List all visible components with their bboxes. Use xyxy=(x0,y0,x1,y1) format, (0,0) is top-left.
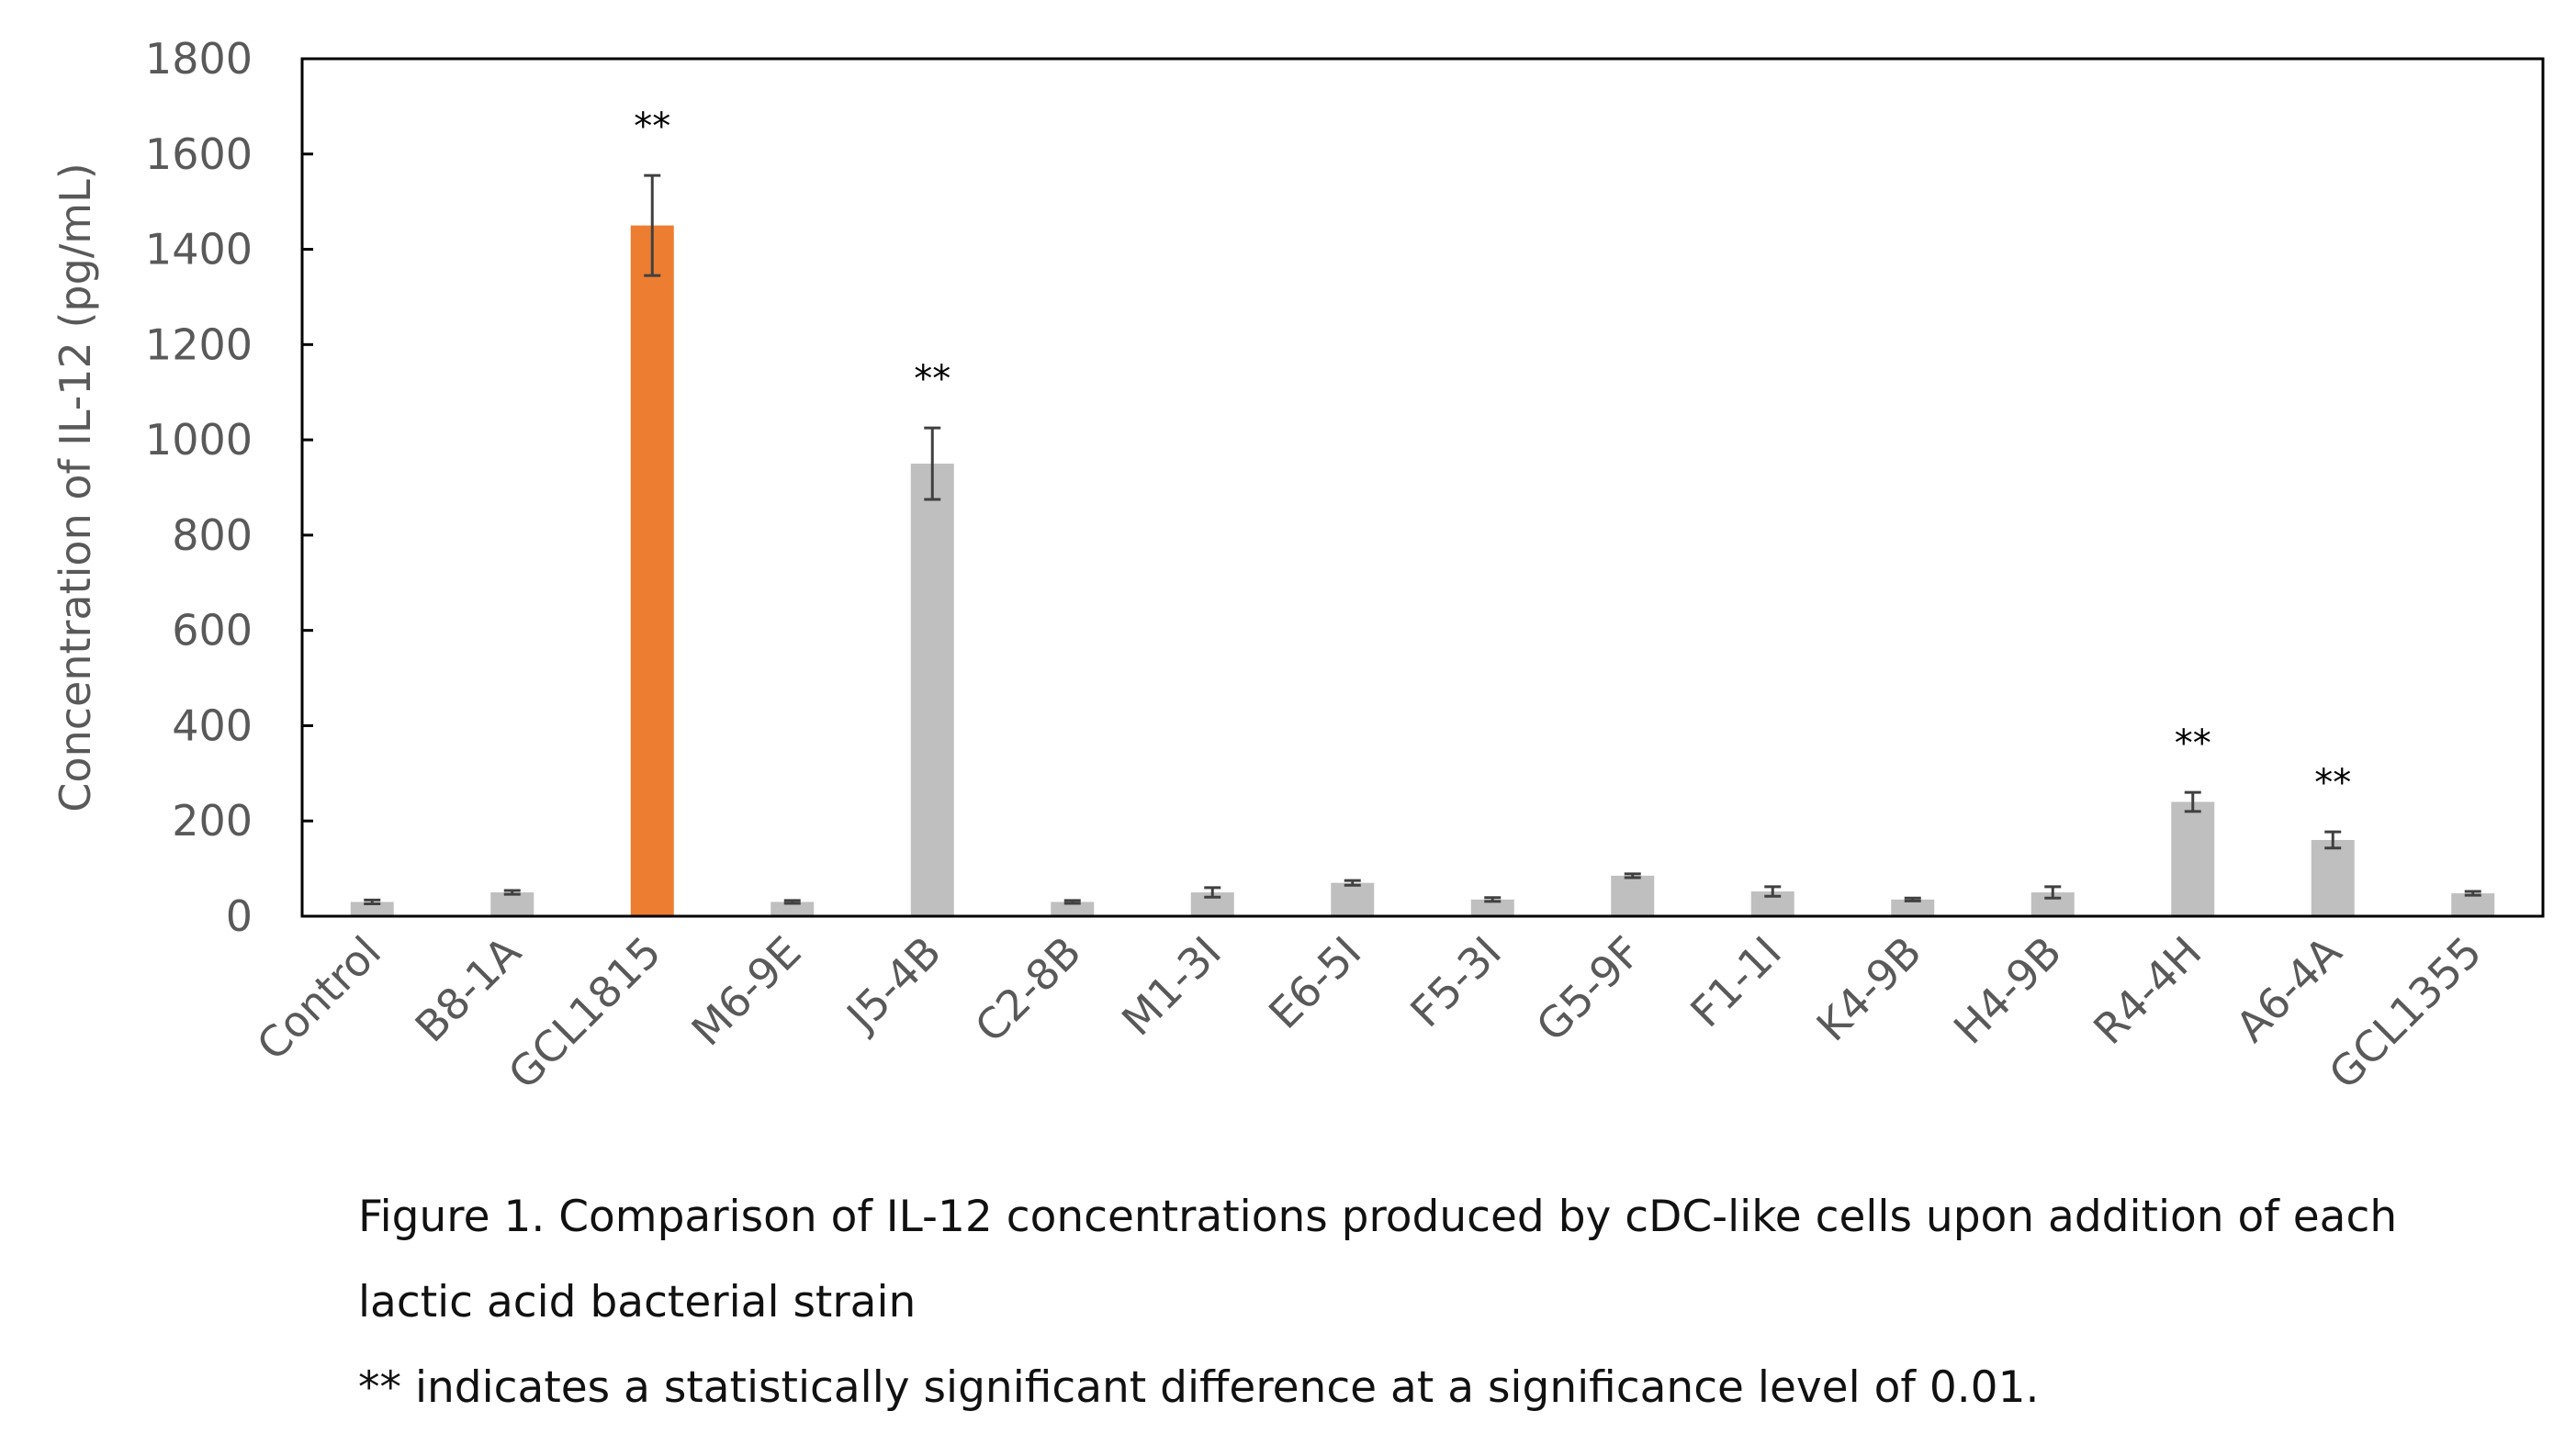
x-tick-label: M1-3I xyxy=(1112,927,1231,1046)
plot-frame xyxy=(300,57,2545,918)
x-tick-label: E6-5I xyxy=(1259,927,1370,1038)
significance-note: ** indicates a statistically significant… xyxy=(358,1362,2040,1413)
figure-caption-line1: Figure 1. Comparison of IL-12 concentrat… xyxy=(358,1192,2398,1242)
x-tick-label: F1-1I xyxy=(1681,927,1791,1037)
significance-marker: ** xyxy=(914,358,951,400)
bar-R4-4H xyxy=(2171,801,2215,916)
x-tick-label: G5-9F xyxy=(1526,927,1650,1051)
y-tick-label: 0 xyxy=(226,891,253,941)
bar-K4-9B xyxy=(1891,899,1935,916)
x-tick-label: M6-9E xyxy=(682,927,811,1056)
x-tick-label: K4-9B xyxy=(1807,927,1931,1051)
y-tick-label: 1000 xyxy=(145,415,253,465)
figure-caption-line2: lactic acid bacterial strain xyxy=(358,1277,917,1327)
bar-B8-1A xyxy=(490,892,534,916)
x-tick-label: Control xyxy=(247,927,390,1070)
y-tick-label: 1400 xyxy=(145,225,253,274)
y-tick-label: 200 xyxy=(172,796,253,846)
bar-E6-5I xyxy=(1331,882,1375,916)
bar-F5-3I xyxy=(1470,899,1514,916)
x-tick-label: C2-8B xyxy=(965,927,1090,1052)
y-tick-label: 400 xyxy=(172,700,253,750)
bar-G5-9F xyxy=(1611,875,1655,916)
x-tick-label: GCL1355 xyxy=(2320,927,2492,1099)
x-tick-label: GCL1815 xyxy=(499,927,670,1099)
y-tick-label: 1800 xyxy=(145,34,253,84)
significance-marker: ** xyxy=(634,106,670,148)
x-tick-label: H4-9B xyxy=(1944,927,2071,1054)
y-tick-label: 800 xyxy=(172,510,253,560)
significance-marker: ** xyxy=(2175,722,2211,765)
x-tick-label: A6-4A xyxy=(2226,926,2351,1051)
bar-GCL1355 xyxy=(2451,893,2495,916)
x-tick-label: R4-4H xyxy=(2084,927,2210,1054)
x-tick-label: F5-3I xyxy=(1400,927,1511,1037)
bar-A6-4A xyxy=(2311,839,2355,916)
bar-GCL1815 xyxy=(630,225,674,917)
y-tick-label: 1600 xyxy=(145,129,253,179)
y-tick-label: 1200 xyxy=(145,319,253,369)
bar-J5-4B xyxy=(910,464,954,916)
bar-C2-8B xyxy=(1051,902,1095,916)
y-axis-label: Concentration of IL-12 (pg/mL) xyxy=(51,162,100,812)
x-tick-label: J5-4B xyxy=(836,927,951,1042)
bar-M6-9E xyxy=(771,902,815,916)
bar-Control xyxy=(350,902,394,916)
x-tick-label: B8-1A xyxy=(406,926,531,1051)
significance-marker: ** xyxy=(2314,762,2351,804)
y-tick-label: 600 xyxy=(172,606,253,655)
